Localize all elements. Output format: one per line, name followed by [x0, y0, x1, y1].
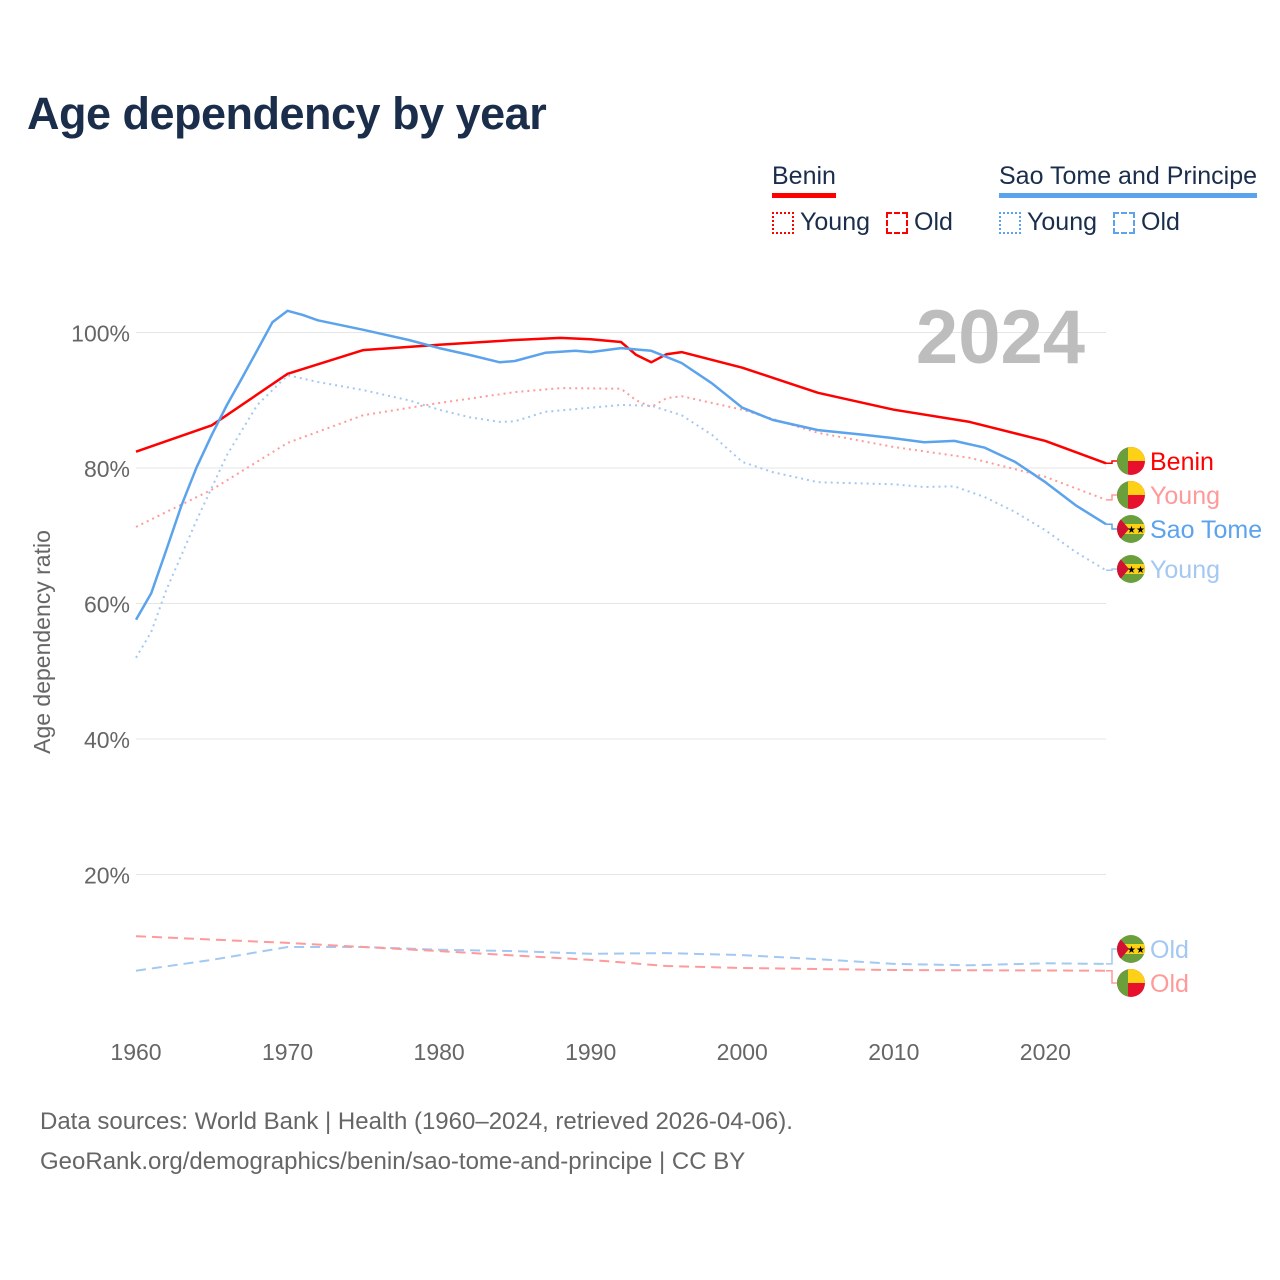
y-tick-label: 40%	[84, 727, 130, 753]
end-label: Benin	[1150, 448, 1214, 476]
label-connector	[1106, 494, 1118, 501]
legend-stp: Sao Tome and Principe Young Old	[999, 162, 1258, 237]
footer-credit: GeoRank.org/demographics/benin/sao-tome-…	[40, 1148, 746, 1175]
label-connector	[1106, 969, 1118, 984]
end-label: Old	[1150, 936, 1189, 964]
label-connector	[1106, 523, 1118, 530]
end-label: Sao Tome	[1150, 516, 1262, 544]
legend-benin-old: Old	[886, 208, 953, 237]
legend-label: Young	[1027, 208, 1097, 236]
legend-benin: Benin Young Old	[772, 162, 953, 237]
end-label: Young	[1150, 556, 1220, 584]
legend-stp-young: Young	[999, 208, 1097, 237]
x-tick-label: 2010	[868, 1039, 919, 1065]
svg-text:★★: ★★	[1127, 945, 1145, 956]
label-connector	[1106, 460, 1118, 465]
series-line-sao-tome-and-principe-young	[135, 374, 1107, 659]
benin-flag-icon	[1117, 481, 1145, 509]
series-line-benin-old	[135, 935, 1107, 972]
x-tick-label: 1980	[414, 1039, 465, 1065]
end-label: Old	[1150, 970, 1189, 998]
footer-sources: Data sources: World Bank | Health (1960–…	[40, 1108, 793, 1135]
y-tick-label: 60%	[84, 592, 130, 618]
stp-flag-icon: ★★	[1117, 935, 1145, 963]
y-tick-label: 80%	[84, 456, 130, 482]
stp-flag-icon: ★★	[1117, 555, 1145, 583]
dotted-swatch-icon	[772, 211, 794, 234]
series-line-benin-young	[135, 387, 1107, 528]
legend-benin-young: Young	[772, 208, 870, 237]
end-label: Young	[1150, 482, 1220, 510]
legend-benin-title: Benin	[772, 162, 836, 198]
y-axis-label: Age dependency ratio	[29, 530, 55, 754]
legend-label: Old	[1141, 208, 1180, 236]
legend-label: Young	[800, 208, 870, 236]
label-connector	[1106, 568, 1118, 572]
y-tick-label: 20%	[84, 863, 130, 889]
benin-flag-icon	[1117, 969, 1145, 997]
svg-text:★★: ★★	[1127, 565, 1145, 576]
x-tick-label: 1960	[110, 1039, 161, 1065]
dashed-swatch-icon	[1113, 211, 1135, 234]
year-overlay: 2024	[916, 295, 1085, 380]
series-line-sao-tome-and-principe	[134, 309, 1107, 621]
x-tick-label: 1970	[262, 1039, 313, 1065]
dashed-swatch-icon	[886, 211, 908, 234]
benin-flag-icon	[1117, 447, 1145, 475]
legend-stp-old: Old	[1113, 208, 1180, 237]
series-line-sao-tome-and-principe-old	[135, 946, 1107, 972]
chart-title: Age dependency by year	[27, 88, 547, 139]
svg-text:★★: ★★	[1127, 525, 1145, 536]
x-tick-label: 2020	[1020, 1039, 1071, 1065]
label-connector	[1106, 948, 1118, 965]
x-tick-label: 1990	[565, 1039, 616, 1065]
legend-label: Old	[914, 208, 953, 236]
y-tick-label: 100%	[71, 321, 130, 347]
stp-flag-icon: ★★	[1117, 515, 1145, 543]
x-tick-label: 2000	[717, 1039, 768, 1065]
dotted-swatch-icon	[999, 211, 1021, 234]
series-line-benin	[135, 336, 1107, 465]
legend-stp-title: Sao Tome and Principe	[999, 162, 1258, 198]
